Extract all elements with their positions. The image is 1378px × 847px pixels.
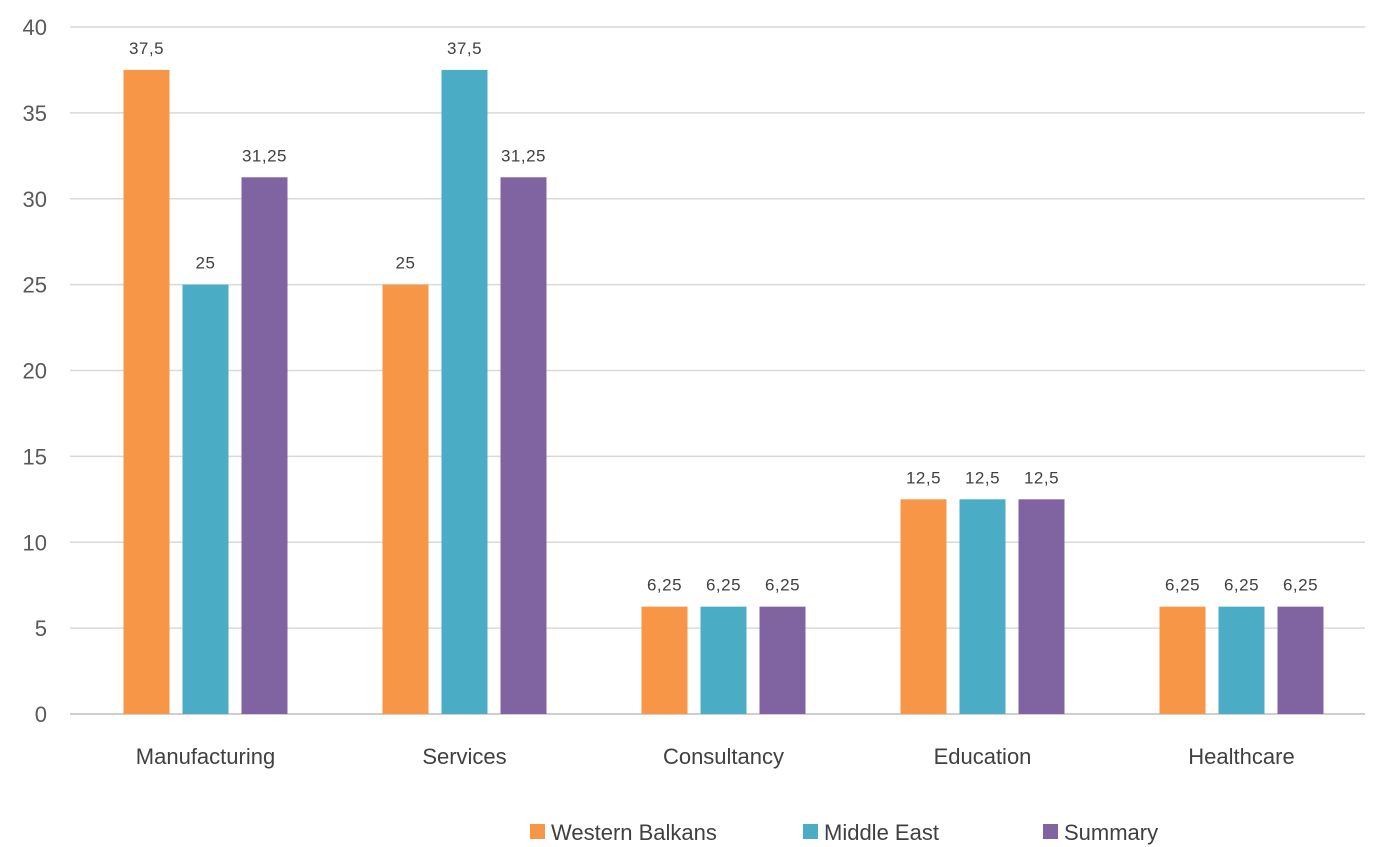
data-label: 6,25 (1224, 576, 1259, 595)
legend-swatch (530, 824, 545, 839)
y-tick-label: 0 (35, 702, 47, 727)
x-axis-categories: Manufacturing Services Consultancy Educatio… (136, 744, 1295, 769)
y-tick-label: 25 (23, 273, 47, 298)
data-label: 6,25 (706, 576, 741, 595)
data-label: 37,5 (447, 39, 482, 58)
data-label: 25 (196, 254, 216, 273)
bar (241, 177, 288, 714)
y-tick-label: 5 (35, 616, 47, 641)
y-tick-label: 40 (23, 15, 47, 40)
data-label: 12,5 (965, 468, 1000, 487)
bar (1159, 606, 1206, 714)
bars (123, 69, 1324, 714)
bar (500, 177, 547, 714)
bar (759, 606, 806, 714)
data-labels: 37,5 25 31,25 25 37,5 31,25 6,25 6,25 6,25 12,5 12… (129, 39, 1318, 595)
legend-label: Western Balkans (551, 820, 717, 845)
data-label: 37,5 (129, 39, 164, 58)
data-label: 31,25 (242, 146, 287, 165)
x-category-label: Healthcare (1188, 744, 1294, 769)
data-label: 12,5 (1024, 468, 1059, 487)
x-category-label: Consultancy (663, 744, 784, 769)
data-label: 6,25 (1165, 576, 1200, 595)
legend-swatch (803, 824, 818, 839)
data-label: 25 (396, 254, 416, 273)
bar (641, 606, 688, 714)
data-label: 31,25 (501, 146, 546, 165)
bar (1018, 499, 1065, 714)
bar (1277, 606, 1324, 714)
bar (123, 69, 170, 714)
bar (382, 284, 429, 714)
y-tick-label: 10 (23, 530, 47, 555)
legend-label: Summary (1064, 820, 1158, 845)
x-category-label: Services (422, 744, 506, 769)
legend-label: Middle East (824, 820, 939, 845)
y-tick-label: 30 (23, 187, 47, 212)
bar (959, 499, 1006, 714)
bar (700, 606, 747, 714)
data-label: 6,25 (1283, 576, 1318, 595)
y-tick-label: 35 (23, 101, 47, 126)
data-label: 6,25 (647, 576, 682, 595)
bar (900, 499, 947, 714)
legend: Western Balkans Middle East Summary (530, 820, 1158, 845)
bar (1218, 606, 1265, 714)
data-label: 12,5 (906, 468, 941, 487)
bar (441, 69, 488, 714)
x-category-label: Education (934, 744, 1032, 769)
y-tick-label: 15 (23, 444, 47, 469)
y-tick-label: 20 (23, 359, 47, 384)
y-axis-ticks: 0 5 10 15 20 25 30 35 40 (23, 15, 47, 727)
legend-swatch (1043, 824, 1058, 839)
bar (182, 284, 229, 714)
data-label: 6,25 (765, 576, 800, 595)
x-category-label: Manufacturing (136, 744, 275, 769)
